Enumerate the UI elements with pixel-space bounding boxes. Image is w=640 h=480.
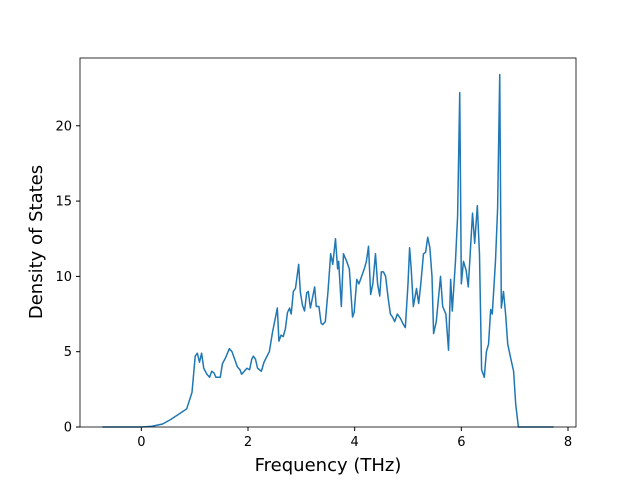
x-tick-label: 8 [564,435,572,450]
y-tick-label: 20 [55,119,72,134]
x-axis-label: Frequency (THz) [255,455,402,476]
y-tick-label: 10 [55,270,72,285]
x-tick-label: 0 [137,435,145,450]
y-tick-label: 15 [55,195,72,210]
axes-frame [79,57,577,428]
dos-line [102,73,554,428]
x-tick-label: 4 [351,435,359,450]
y-axis-label: Density of States [26,165,47,319]
y-tick-label: 0 [64,421,72,436]
x-tick-label: 2 [244,435,252,450]
y-tick-label: 5 [64,345,72,360]
x-tick-label: 6 [457,435,465,450]
